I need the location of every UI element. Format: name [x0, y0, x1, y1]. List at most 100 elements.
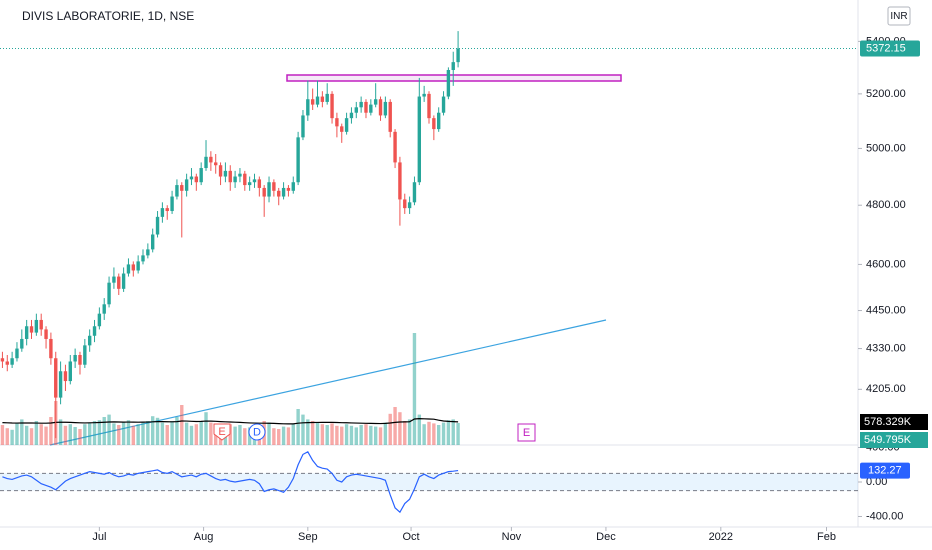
- volume-bar: [141, 422, 145, 445]
- y-tick-label: 4600.00: [866, 258, 906, 270]
- candle-body: [189, 176, 194, 180]
- volume-bar: [155, 417, 160, 445]
- x-tick-label: Aug: [194, 531, 214, 543]
- candle-body: [272, 182, 276, 191]
- event-label[interactable]: D: [253, 426, 261, 438]
- event-label[interactable]: E: [218, 426, 225, 438]
- candle-body: [87, 335, 92, 346]
- candle-body: [97, 313, 102, 327]
- candle-body: [238, 173, 242, 177]
- candle-body: [131, 264, 136, 271]
- volume-bar: [5, 428, 9, 445]
- candle-body: [209, 156, 213, 163]
- candle-body: [354, 107, 358, 113]
- candle-body: [247, 182, 252, 186]
- volume-bar: [49, 417, 53, 445]
- volume-ma-line: [2, 417, 459, 425]
- candle-body: [63, 371, 68, 382]
- volume-bar: [378, 427, 383, 445]
- candle-body: [117, 276, 121, 289]
- candle-body: [320, 96, 325, 102]
- volume-bar: [427, 421, 431, 445]
- volume-bar: [422, 424, 426, 445]
- candle-body: [112, 276, 116, 283]
- volume-bar: [97, 420, 102, 445]
- candle-body: [233, 176, 237, 183]
- volume-bar: [272, 428, 276, 445]
- candle-body: [141, 255, 145, 262]
- volume-bar: [277, 429, 281, 445]
- currency-box[interactable]: [887, 6, 911, 26]
- candle-body: [301, 115, 305, 138]
- cci-tag: [860, 462, 910, 479]
- volume-bar: [398, 412, 402, 445]
- volume-bar: [344, 424, 349, 445]
- volume-bar: [417, 414, 422, 445]
- volume-bar: [238, 425, 242, 445]
- volume-ma-tag: [860, 414, 928, 430]
- volume-bar: [58, 419, 63, 445]
- candle-body: [29, 326, 34, 333]
- volume-bar: [112, 423, 116, 445]
- candle-body: [359, 101, 363, 108]
- candle-body: [204, 156, 208, 169]
- volume-bar: [39, 424, 43, 445]
- candle-body: [170, 196, 174, 212]
- dividend-marker[interactable]: [248, 423, 266, 441]
- volume-bar: [189, 425, 194, 445]
- candle-body: [325, 93, 329, 102]
- candle-body: [296, 137, 300, 183]
- volume-bar: [228, 424, 232, 445]
- resistance-box[interactable]: [286, 74, 622, 82]
- volume-bar: [369, 425, 373, 445]
- candle-body: [180, 185, 184, 191]
- volume-bar: [199, 421, 203, 445]
- chart-title: DIVIS LABORATORIE, 1D, NSE: [22, 9, 194, 23]
- volume-bar: [364, 424, 368, 445]
- volume-bar: [335, 425, 339, 445]
- candle-body: [446, 69, 451, 97]
- candle-body: [369, 104, 373, 113]
- volume-tag: [860, 432, 928, 448]
- volume-bar: [20, 419, 24, 445]
- volume-bar: [359, 425, 363, 445]
- volume-bar: [165, 425, 169, 445]
- volume-bar: [29, 428, 34, 445]
- candle-body: [315, 96, 320, 105]
- volume-bar: [393, 407, 397, 445]
- volume-bar: [340, 426, 344, 445]
- volume-bar: [194, 424, 199, 445]
- candle-body: [456, 48, 460, 63]
- candle-body: [277, 190, 281, 197]
- candle-body: [39, 319, 43, 330]
- earnings-marker[interactable]: [213, 423, 231, 441]
- candle-body: [267, 182, 271, 197]
- volume-bar: [170, 421, 174, 445]
- event-label[interactable]: E: [523, 427, 530, 439]
- earnings-marker[interactable]: [517, 423, 536, 442]
- volume-bar: [412, 333, 417, 445]
- volume-bar: [121, 421, 126, 445]
- candle-body: [388, 101, 392, 132]
- cci-band-group: [0, 472, 858, 492]
- currency[interactable]: INR: [890, 11, 907, 22]
- x-tick-label: Jul: [92, 531, 106, 543]
- volume-bar: [373, 426, 378, 445]
- volume-bar: [136, 424, 140, 445]
- candle-body: [243, 173, 247, 186]
- cci-tick-label: -400.00: [866, 510, 903, 522]
- volume-bar: [267, 422, 271, 445]
- last-price-tag: [860, 40, 920, 57]
- candle-body: [281, 187, 286, 197]
- candle-body: [78, 355, 82, 365]
- candle-body: [15, 348, 19, 359]
- candle-body: [422, 93, 426, 97]
- candle-body: [102, 304, 106, 314]
- candle-body: [121, 273, 126, 289]
- volume-bar: [92, 421, 97, 445]
- y-tick-label: 4450.00: [866, 304, 906, 316]
- volume-bar: [320, 424, 325, 445]
- volume-label: 549.795K: [864, 434, 912, 446]
- y-tick-label: 5200.00: [866, 88, 906, 100]
- volume-bar: [388, 413, 392, 445]
